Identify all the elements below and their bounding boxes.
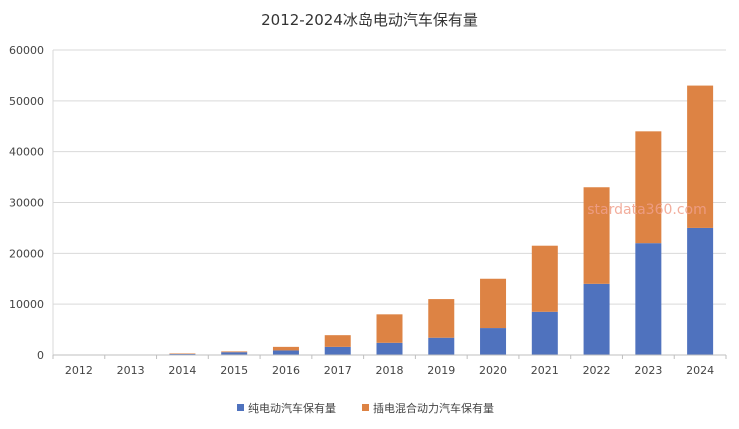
bar-bev — [376, 342, 403, 355]
x-tick-label: 2016 — [272, 364, 300, 377]
bar-phev — [687, 85, 714, 228]
x-tick-label: 2020 — [479, 364, 507, 377]
bar-phev — [169, 353, 196, 354]
bar-phev — [583, 187, 610, 284]
bar-phev — [480, 278, 507, 329]
bar-bev — [583, 283, 610, 355]
x-tick-label: 2017 — [324, 364, 352, 377]
legend-swatch — [362, 404, 369, 411]
legend-swatch — [237, 404, 244, 411]
y-tick-label: 30000 — [9, 197, 44, 210]
bar-bev — [635, 243, 662, 355]
bar-phev — [272, 346, 299, 351]
y-tick-label: 10000 — [9, 298, 44, 311]
chart-title: 2012-2024冰岛电动汽车保有量 — [261, 11, 478, 29]
bar-phev — [221, 351, 248, 353]
x-tick-label: 2021 — [531, 364, 559, 377]
bar-phev — [376, 314, 403, 343]
y-tick-label: 40000 — [9, 146, 44, 159]
gridlines — [53, 49, 726, 305]
bar-bev — [531, 311, 558, 355]
bar-bev — [428, 337, 455, 355]
legend-label: 插电混合动力汽车保有量 — [373, 401, 494, 415]
x-tick-label: 2015 — [220, 364, 248, 377]
x-tick-label: 2013 — [117, 364, 145, 377]
y-tick-label: 50000 — [9, 95, 44, 108]
legend: 纯电动汽车保有量 插电混合动力汽车保有量 — [237, 401, 494, 415]
x-tick-label: 2014 — [168, 364, 196, 377]
y-axis: 0 10000 20000 30000 40000 50000 60000 — [9, 44, 54, 362]
bar-bev — [272, 350, 299, 355]
bar-bev — [169, 353, 196, 355]
x-tick-label: 2024 — [686, 364, 714, 377]
x-axis: 2012 2013 2014 2015 2016 2017 2018 2019 2020 2021… — [52, 354, 727, 377]
bars — [65, 85, 714, 355]
watermark: stardata360.com — [587, 202, 706, 218]
x-tick-label: 2022 — [583, 364, 611, 377]
x-tick-label: 2018 — [376, 364, 404, 377]
y-tick-label: 20000 — [9, 247, 44, 260]
y-tick-label: 0 — [37, 349, 44, 362]
bar-phev — [635, 131, 662, 244]
x-tick-label: 2023 — [634, 364, 662, 377]
bar-phev — [324, 335, 351, 347]
legend-label: 纯电动汽车保有量 — [248, 401, 336, 415]
bar-bev — [687, 227, 714, 355]
bar-bev — [480, 328, 507, 355]
bar-phev — [531, 245, 558, 312]
x-tick-label: 2012 — [65, 364, 93, 377]
y-tick-label: 60000 — [9, 44, 44, 57]
x-tick-label: 2019 — [427, 364, 455, 377]
bar-bev — [324, 346, 351, 355]
bar-phev — [428, 299, 455, 338]
bar-bev — [221, 352, 248, 355]
